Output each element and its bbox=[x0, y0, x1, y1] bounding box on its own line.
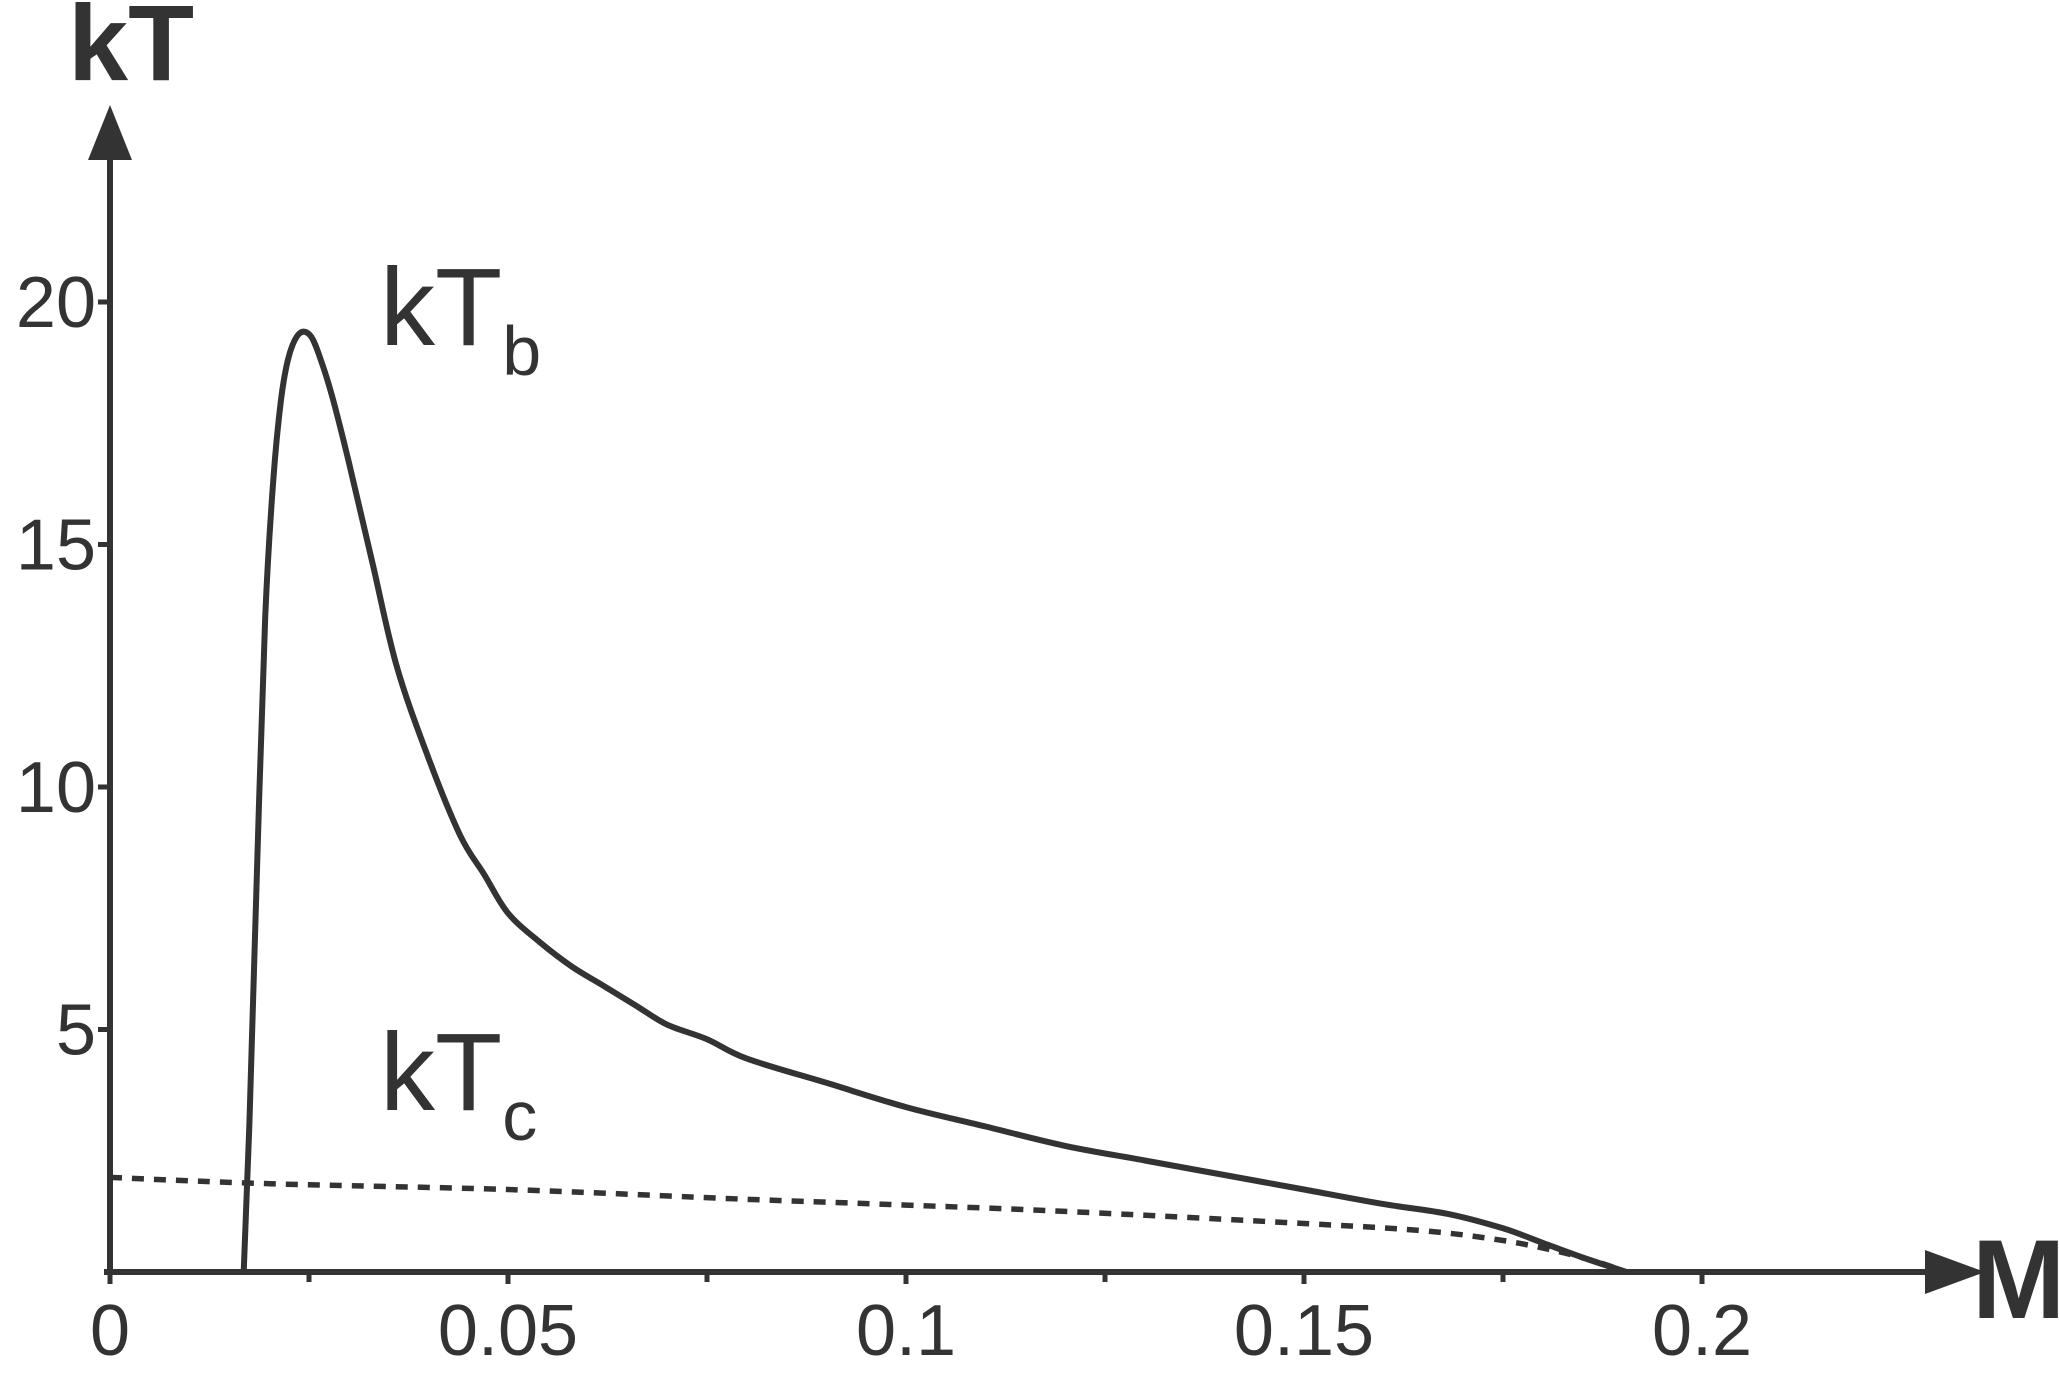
x-tick-label: 0.15 bbox=[1234, 1291, 1374, 1371]
y-tick-label: 5 bbox=[56, 991, 96, 1071]
x-axis-arrow bbox=[1925, 1250, 1985, 1294]
x-tick-label: 0.1 bbox=[856, 1291, 956, 1371]
y-tick-label: 10 bbox=[16, 748, 96, 828]
series-line-0 bbox=[240, 328, 1630, 1275]
label-kTc: kTc bbox=[380, 1011, 537, 1155]
series-line-1 bbox=[109, 1174, 1628, 1275]
x-tick-label: 0.05 bbox=[438, 1291, 578, 1371]
y-axis-label: kT bbox=[68, 0, 194, 103]
label-kTc-main: kT bbox=[380, 1011, 502, 1134]
x-axis-label: M bbox=[1972, 1217, 2059, 1342]
ticks-group: 0 0.05 0.1 0.15 0.2 5 10 15 20 bbox=[16, 263, 1752, 1371]
x-tick-label: 0 bbox=[90, 1291, 130, 1371]
label-kTc-sub: c bbox=[502, 1077, 537, 1155]
y-tick-label: 15 bbox=[16, 506, 96, 586]
x-tick-label: 0.2 bbox=[1652, 1291, 1752, 1371]
series-group bbox=[109, 328, 1630, 1275]
y-axis-arrow bbox=[88, 105, 132, 160]
label-kTb-main: kT bbox=[380, 246, 502, 369]
y-tick-label: 20 bbox=[16, 263, 96, 343]
label-kTb: kTb bbox=[380, 246, 541, 390]
label-kTb-sub: b bbox=[502, 312, 541, 390]
